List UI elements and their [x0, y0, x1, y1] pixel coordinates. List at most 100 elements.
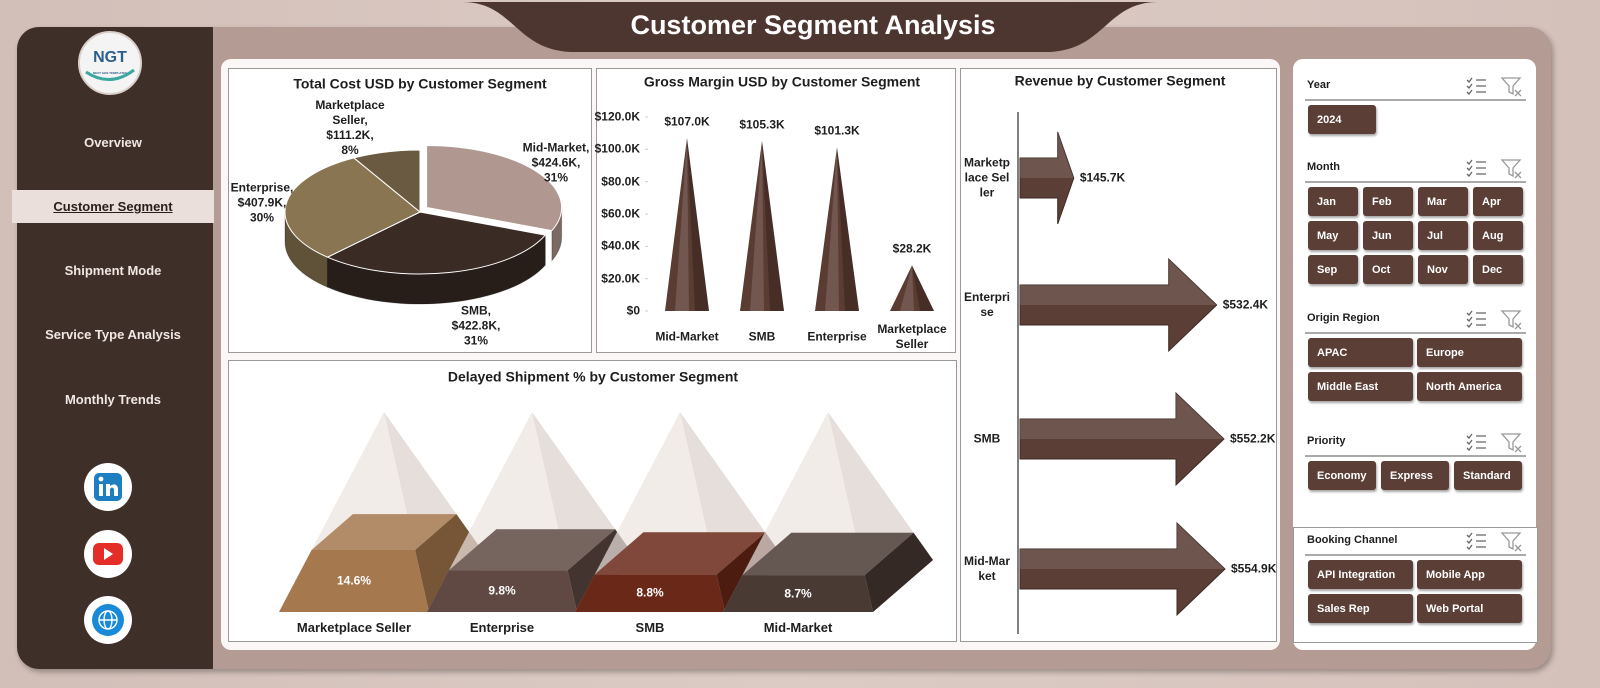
- data-label: $28.2K: [892, 241, 932, 256]
- y-tick-label: $0: [626, 303, 640, 318]
- label-part: $407.9K: [237, 195, 284, 210]
- chart-frame: [960, 68, 1277, 642]
- pyramid-fill-top-light: [311, 514, 457, 550]
- nav-item[interactable]: Service Type Analysis: [45, 327, 181, 342]
- page-title: Customer Segment Analysis: [630, 10, 996, 41]
- title-banner: [462, 2, 1158, 52]
- y-tick-label: $20.0K: [601, 271, 640, 286]
- clear-filter-icon: [1500, 77, 1522, 97]
- slicer-button[interactable]: Jun: [1363, 221, 1413, 250]
- slicer-button[interactable]: May: [1308, 221, 1358, 250]
- label-part: Enterprise: [230, 180, 290, 195]
- x-tick-label: Marketplace Seller: [296, 619, 412, 635]
- label-part: SMB: [460, 303, 488, 318]
- pyramid-fill-front: [279, 550, 429, 612]
- arrow-bar: [1019, 131, 1075, 225]
- slicer-button[interactable]: Jul: [1418, 221, 1468, 250]
- data-label: $532.4K: [1222, 297, 1269, 312]
- x-tick-label: SMB: [635, 619, 665, 635]
- slicer-button[interactable]: Aug: [1473, 221, 1523, 250]
- pyramid-fill-top: [448, 529, 616, 571]
- y-tick-label: $40.0K: [601, 238, 640, 253]
- y-tick-label: SMB: [973, 431, 1001, 446]
- arrow-bar: [1019, 257, 1218, 353]
- cone-highlight: [675, 138, 689, 311]
- data-label: $554.9K: [1231, 561, 1277, 576]
- pie-slice-shade: [551, 207, 562, 261]
- label-part: ,: [487, 303, 491, 318]
- data-label: Enterprise, $407.9K, 30%: [221, 181, 303, 226]
- x-tick-label: Enterprise: [807, 329, 867, 344]
- data-label: $105.3K: [739, 117, 785, 132]
- slicer-button[interactable]: Sales Rep: [1308, 594, 1413, 623]
- slicer-button[interactable]: Web Portal: [1417, 594, 1522, 623]
- slicer-button[interactable]: Sep: [1308, 255, 1358, 284]
- pyramid-fill-top: [594, 532, 766, 575]
- nav-item[interactable]: Monthly Trends: [64, 392, 162, 407]
- slicer-button[interactable]: Mar: [1418, 187, 1468, 216]
- label-part: ,: [283, 195, 287, 210]
- x-tick-label: Enterprise: [469, 619, 535, 635]
- cone-shadow: [912, 265, 934, 311]
- pyramid-fill-top-light: [594, 532, 766, 575]
- arrow-highlight: [1020, 132, 1074, 178]
- data-label: 9.8%: [488, 583, 516, 598]
- clear-filter-icon: [1500, 532, 1522, 552]
- arrow-highlight: [1020, 523, 1225, 569]
- slicer-button[interactable]: Apr: [1473, 187, 1523, 216]
- slicer-title: Origin Region: [1307, 312, 1380, 325]
- multi-select-icon: [1466, 532, 1486, 550]
- data-label: SMB, $422.8K, 31%: [435, 304, 517, 349]
- linkedin-dot: [98, 476, 104, 482]
- data-label: 8.8%: [636, 585, 664, 600]
- label-part: $111.2K: [326, 128, 371, 142]
- slicer-button[interactable]: Feb: [1363, 187, 1413, 216]
- data-label: $145.7K: [1079, 170, 1126, 185]
- pie-slice: [352, 149, 421, 214]
- logo-tagline: NEXT GEN TEMPLATES: [92, 71, 128, 76]
- multi-select-icon: [1466, 310, 1486, 328]
- cone-highlight: [825, 147, 839, 311]
- linkedin-n: [106, 484, 118, 496]
- slicer-button[interactable]: API Integration: [1308, 560, 1413, 589]
- slicer-button[interactable]: Jan: [1308, 187, 1358, 216]
- slicer-button[interactable]: Mobile App: [1417, 560, 1522, 589]
- slicer-button[interactable]: APAC: [1308, 338, 1413, 367]
- chart-title: Delayed Shipment % by Customer Segment: [447, 368, 739, 385]
- slicer-button[interactable]: Standard: [1454, 461, 1522, 490]
- nav-item[interactable]: Shipment Mode: [64, 263, 162, 278]
- nav-item[interactable]: Overview: [84, 135, 142, 150]
- y-tick-label: $60.0K: [601, 206, 640, 221]
- slicer-button[interactable]: Dec: [1473, 255, 1523, 284]
- cone-bar: [740, 140, 784, 311]
- slicer-button[interactable]: North America: [1417, 372, 1522, 401]
- slicer-button[interactable]: 2024: [1308, 105, 1376, 134]
- linkedin-i: [99, 484, 103, 496]
- data-label: 8.7%: [784, 586, 812, 601]
- slicer-button[interactable]: Express: [1381, 461, 1449, 490]
- label-part: Mid-Market: [522, 140, 586, 155]
- logo-swoosh: [85, 68, 135, 81]
- arrow-highlight: [1020, 393, 1224, 439]
- pyramid-fill-top: [742, 532, 914, 576]
- slicer-button[interactable]: Oct: [1363, 255, 1413, 284]
- slicer-button[interactable]: Middle East: [1308, 372, 1413, 401]
- y-tick-label: Mid-Market: [964, 554, 1010, 583]
- slicer-title: Booking Channel: [1307, 534, 1398, 547]
- arrow-highlight: [1020, 259, 1217, 305]
- pyramid-fill-front: [427, 570, 577, 612]
- pyramid-fill-top-light: [448, 529, 616, 571]
- slicer-button[interactable]: Economy: [1308, 461, 1376, 490]
- cone-shadow: [762, 140, 784, 311]
- label-part: 8%: [341, 143, 359, 157]
- pie-slice: [326, 211, 547, 275]
- data-label: $101.3K: [814, 123, 860, 138]
- slicer-button[interactable]: Nov: [1418, 255, 1468, 284]
- arrow-bar: [1019, 391, 1225, 487]
- data-label: $552.2K: [1230, 431, 1276, 446]
- pyramid-fill-side: [864, 532, 933, 612]
- slicer-button[interactable]: Europe: [1417, 338, 1522, 367]
- nav-item[interactable]: Customer Segment: [12, 190, 214, 223]
- y-tick-label: Marketplace Seller: [964, 155, 1011, 200]
